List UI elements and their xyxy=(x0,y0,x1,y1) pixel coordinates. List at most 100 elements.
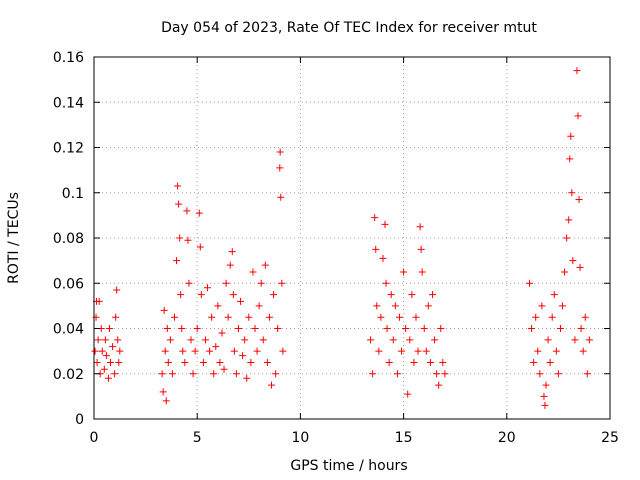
data-point xyxy=(417,245,425,253)
data-point xyxy=(540,392,548,400)
data-point xyxy=(420,325,428,332)
data-point xyxy=(115,358,123,366)
y-tick-label: 0.04 xyxy=(53,322,84,338)
data-point xyxy=(181,358,189,366)
data-point xyxy=(422,347,430,355)
data-point xyxy=(585,336,593,344)
data-point xyxy=(208,313,216,321)
data-point xyxy=(583,370,591,378)
data-point xyxy=(164,358,172,366)
data-point xyxy=(400,268,408,276)
data-point xyxy=(566,155,574,163)
data-point xyxy=(437,325,445,332)
data-point xyxy=(251,325,259,332)
data-point xyxy=(234,325,242,332)
data-point xyxy=(404,390,412,398)
data-point xyxy=(559,302,567,310)
data-point xyxy=(112,313,120,321)
data-points xyxy=(91,67,593,409)
y-tick-label: 0.14 xyxy=(53,95,84,111)
data-point xyxy=(576,263,584,271)
data-point xyxy=(193,325,201,332)
data-point xyxy=(414,347,422,355)
data-point xyxy=(379,254,387,262)
data-point xyxy=(565,216,573,224)
data-point xyxy=(544,336,552,344)
data-point xyxy=(548,313,556,321)
data-point xyxy=(162,397,170,405)
data-point xyxy=(272,370,280,378)
data-point xyxy=(541,401,549,409)
y-tick-label: 0.12 xyxy=(53,141,84,157)
data-point xyxy=(161,347,169,355)
data-point xyxy=(577,325,585,332)
data-point xyxy=(571,336,579,344)
y-tick-label: 0.02 xyxy=(53,367,84,383)
data-point xyxy=(206,347,214,355)
data-point xyxy=(229,291,237,299)
data-point xyxy=(441,370,449,378)
data-point xyxy=(226,261,234,269)
data-point xyxy=(253,347,261,355)
data-point xyxy=(214,302,222,310)
data-point xyxy=(107,358,115,366)
data-point xyxy=(579,347,587,355)
data-point xyxy=(259,336,267,344)
data-point xyxy=(398,347,406,355)
data-point xyxy=(98,347,106,355)
data-point xyxy=(191,347,199,355)
data-point xyxy=(391,302,399,310)
data-point xyxy=(168,370,176,378)
y-tick-label: 0.06 xyxy=(53,276,84,292)
data-point xyxy=(230,347,238,355)
y-tick-label: 0.08 xyxy=(53,231,84,247)
data-point xyxy=(276,164,284,172)
y-axis-label: ROTI / TECUs xyxy=(6,192,22,284)
data-point xyxy=(95,297,103,305)
data-point xyxy=(574,112,582,120)
data-point xyxy=(435,381,443,389)
data-point xyxy=(174,182,182,190)
data-point xyxy=(371,214,379,222)
data-point xyxy=(373,302,381,310)
data-point xyxy=(406,336,414,344)
data-point xyxy=(268,381,276,389)
data-point xyxy=(393,370,401,378)
data-point xyxy=(276,148,284,156)
data-point xyxy=(530,358,538,366)
data-point xyxy=(100,365,108,373)
data-point xyxy=(166,336,174,344)
x-tick-label: 5 xyxy=(193,430,202,446)
y-tick-label: 0 xyxy=(75,412,84,428)
x-tick-label: 10 xyxy=(291,430,309,446)
data-point xyxy=(270,291,278,299)
data-point xyxy=(375,347,383,355)
data-point xyxy=(563,234,571,242)
data-point xyxy=(573,67,581,75)
data-point xyxy=(159,388,167,396)
plot-frame xyxy=(93,56,611,420)
data-point xyxy=(249,268,257,276)
axis-ticks: 0 5 10 15 20 25 0 0.02 0.04 0.06 0.08 0.1 0.12 0.14 0.… xyxy=(53,50,619,446)
data-point xyxy=(199,358,207,366)
data-point xyxy=(554,370,562,378)
y-tick-label: 0.1 xyxy=(62,186,84,202)
data-point xyxy=(183,207,191,215)
data-point xyxy=(556,325,564,332)
data-point xyxy=(187,336,195,344)
data-point xyxy=(387,291,395,299)
data-point xyxy=(114,336,122,344)
data-point xyxy=(261,261,269,269)
data-point xyxy=(109,343,117,351)
data-point xyxy=(175,200,183,208)
data-point xyxy=(247,358,255,366)
data-point xyxy=(94,336,102,344)
data-point xyxy=(265,313,273,321)
data-point xyxy=(170,313,178,321)
data-point xyxy=(274,325,282,332)
data-point xyxy=(179,347,187,355)
data-point xyxy=(431,336,439,344)
data-point xyxy=(116,347,124,355)
y-tick-label: 0.16 xyxy=(53,50,84,66)
